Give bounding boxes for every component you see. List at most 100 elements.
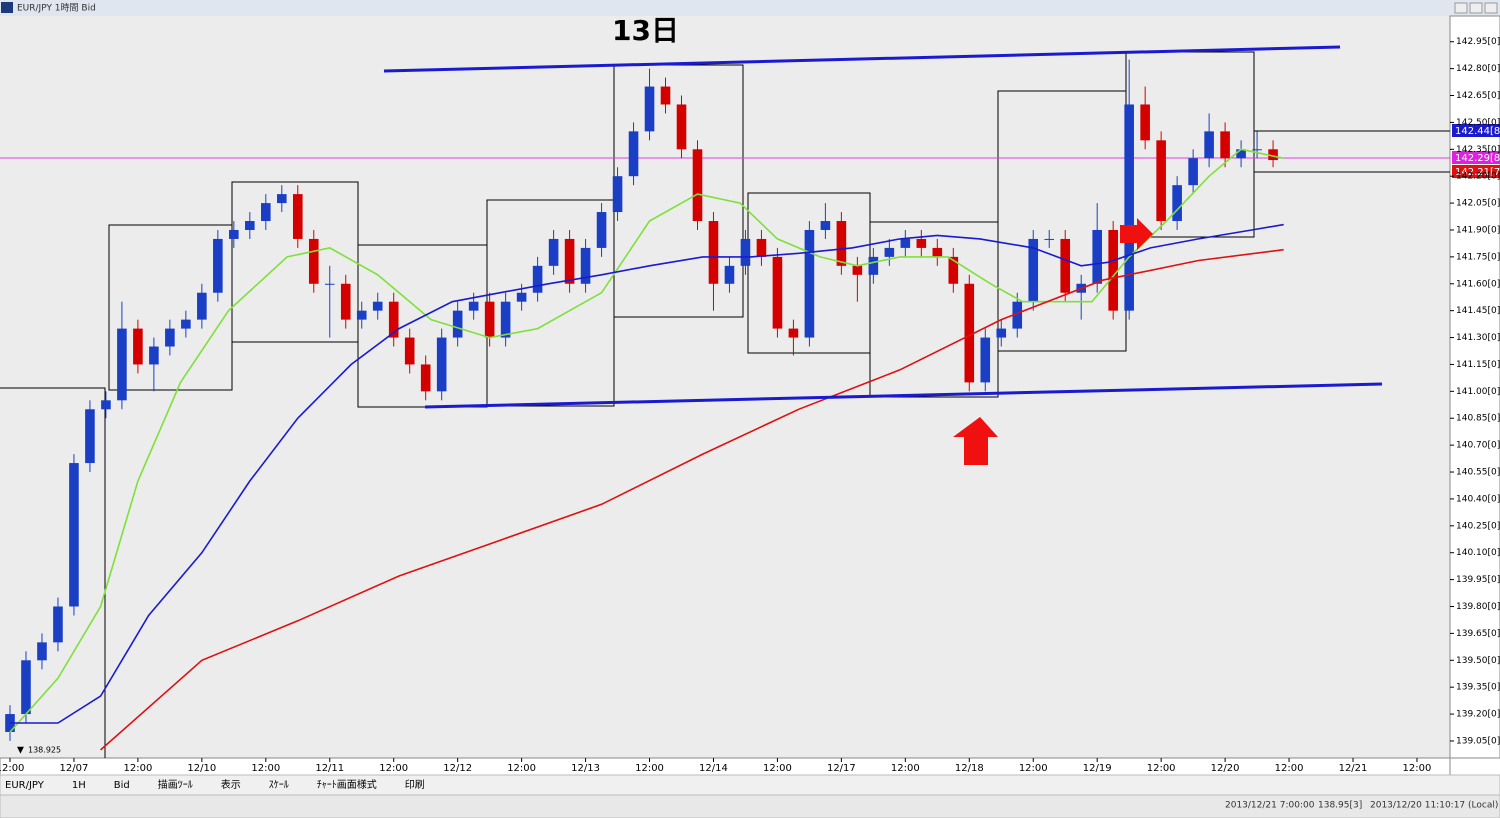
status-bar: [0, 794, 1500, 818]
y-tick-label: 140.40[0]: [1456, 494, 1500, 504]
y-tick-label: 141.60[0]: [1456, 279, 1500, 289]
x-tick-label: 12/17: [827, 763, 856, 774]
toolbar-button[interactable]: 描画ﾂｰﾙ: [158, 778, 193, 791]
candle-body: [532, 265, 543, 293]
y-tick-label: 140.10[0]: [1456, 548, 1500, 558]
x-tick-label: 12:00: [0, 763, 24, 774]
candle-body: [772, 256, 783, 329]
candle-body: [1028, 238, 1039, 302]
candle-body: [964, 283, 975, 383]
candle-body: [884, 247, 895, 257]
candle-body: [21, 660, 31, 715]
candle-body: [644, 86, 655, 132]
candle-body: [708, 221, 719, 284]
y-tick-label: 141.90[0]: [1456, 225, 1500, 235]
candle-body: [916, 238, 927, 248]
candle-body: [197, 292, 207, 320]
candle-body: [340, 283, 351, 320]
x-tick-label: 12/13: [571, 763, 600, 774]
marks: [5, 59, 1284, 751]
candle-body: [980, 337, 991, 383]
x-tick-label: 12:00: [1019, 763, 1048, 774]
x-tick-label: 12:00: [1275, 763, 1304, 774]
moving-average: [100, 248, 1284, 751]
candle-body: [1172, 185, 1182, 222]
candle-body: [484, 301, 495, 338]
x-tick-label: 12:00: [635, 763, 664, 774]
candle-body: [564, 238, 575, 284]
x-tick-label: 12:00: [1403, 763, 1432, 774]
candle-body: [1124, 104, 1134, 311]
candle-body: [53, 606, 63, 643]
candle-body: [1204, 131, 1214, 159]
trend-line: [424, 382, 1383, 409]
toolbar-button[interactable]: 印刷: [405, 779, 425, 791]
candle-body: [996, 328, 1007, 338]
candle-body: [1188, 158, 1198, 186]
y-tick-label: 141.15[0]: [1456, 360, 1500, 370]
candle-body: [69, 463, 79, 607]
candle-body: [37, 642, 47, 661]
candle-body: [836, 221, 847, 266]
candle-body: [213, 238, 223, 293]
toolbar-button[interactable]: 表示: [221, 778, 241, 791]
x-tick-label: 12/18: [955, 763, 984, 774]
up-arrow: [953, 417, 998, 465]
price-label-box: [1452, 165, 1500, 178]
x-tick-label: 12:00: [251, 763, 280, 774]
candle-body: [5, 714, 15, 733]
candle-body: [820, 221, 831, 230]
y-tick-label: 142.65[0]: [1456, 91, 1500, 101]
title-bar: [0, 0, 1500, 16]
trend-line: [383, 45, 1341, 73]
candle-body: [292, 194, 303, 239]
candle-body: [612, 176, 623, 213]
x-tick-label: 12:00: [1147, 763, 1176, 774]
y-tick-label: 142.80[0]: [1456, 64, 1500, 74]
candle-body: [85, 409, 95, 464]
candle-body: [580, 247, 591, 284]
candle-body: [948, 256, 959, 284]
y-tick-label: 140.55[0]: [1456, 468, 1500, 478]
y-tick-label: 142.05[0]: [1456, 199, 1500, 209]
candle-body: [404, 337, 415, 365]
toolbar-button[interactable]: Bid: [114, 780, 130, 791]
candle-body: [117, 328, 127, 401]
price-label: 142.29[8: [1455, 153, 1500, 164]
trend-lines: [383, 45, 1383, 409]
toolbar-button[interactable]: ﾁｬｰﾄ画面様式: [317, 778, 377, 791]
y-tick-label: 142.95[0]: [1456, 37, 1500, 47]
toolbar-button[interactable]: 1H: [72, 780, 86, 791]
candle-body: [308, 238, 319, 284]
price-label-box: [1452, 151, 1500, 164]
toolbar-button[interactable]: ｽｹｰﾙ: [269, 779, 289, 791]
y-tick-label: 140.85[0]: [1456, 414, 1500, 424]
candle-body: [692, 149, 703, 222]
candle-body: [676, 104, 687, 150]
x-tick-label: 12:00: [891, 763, 920, 774]
candle-body: [1044, 238, 1055, 240]
candle-body: [436, 337, 447, 392]
candle-body: [724, 265, 735, 284]
y-tick-label: 140.70[0]: [1456, 441, 1500, 451]
y-tick-label: 141.30[0]: [1456, 333, 1500, 343]
right-arrow: [1120, 218, 1153, 250]
candle-body: [420, 364, 431, 392]
y-tick-label: 139.65[0]: [1456, 629, 1500, 639]
y-tick-label: 142.35[0]: [1456, 145, 1500, 155]
close-button[interactable]: [1484, 2, 1498, 14]
maximize-button[interactable]: [1469, 2, 1483, 14]
candle-body: [452, 310, 463, 338]
candle-body: [276, 194, 287, 204]
toolbar-items: EUR/JPY 1H Bid 描画ﾂｰﾙ 表示 ｽｹｰﾙ ﾁｬｰﾄ画面様式 印刷: [5, 778, 425, 791]
x-tick-label: 12:00: [379, 763, 408, 774]
x-tick-label: 12/14: [699, 763, 728, 774]
candle-body: [740, 238, 751, 266]
app-icon: [1, 2, 13, 13]
candle-body: [788, 328, 799, 338]
minimize-button[interactable]: [1454, 2, 1468, 14]
toolbar-button[interactable]: EUR/JPY: [5, 780, 45, 791]
y-tick-label: 139.50[0]: [1456, 656, 1500, 666]
